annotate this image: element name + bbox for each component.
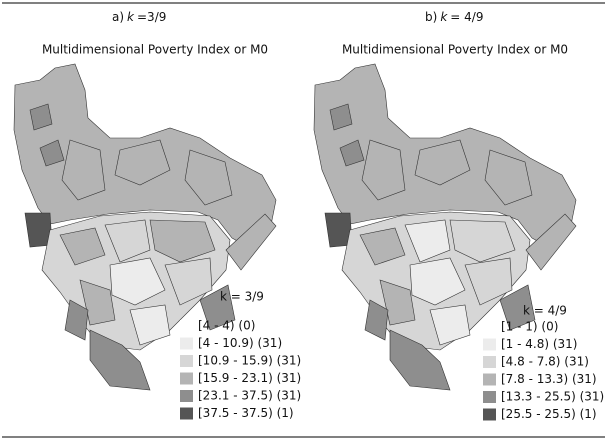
legend-label: [1 - 1) (0) — [501, 320, 558, 334]
map-region — [484, 149, 533, 206]
legend-swatch — [483, 338, 496, 351]
legend-title: k = 4/9 — [523, 304, 567, 318]
map-region — [499, 284, 536, 331]
legend-swatch — [180, 390, 193, 402]
map-region — [199, 284, 236, 331]
title-part: =3/9 — [137, 10, 166, 24]
map-region — [404, 219, 451, 263]
legend-swatch — [180, 372, 193, 385]
map — [313, 63, 577, 391]
panel-title: a) k =3/9 — [112, 10, 166, 24]
legend-label: [4.8 - 7.8) (31) — [501, 355, 589, 369]
map-region — [61, 139, 106, 201]
legend-label: [1 - 4.8) (31) — [501, 337, 578, 351]
legend-label: [25.5 - 25.5) (1) — [501, 407, 597, 421]
map-region — [414, 139, 471, 186]
map-region — [225, 213, 277, 271]
map-region — [59, 227, 106, 266]
title-part: b) — [425, 10, 437, 24]
map-region — [129, 304, 171, 346]
legend-swatch — [180, 337, 193, 350]
legend-label: [4 - 4) (0) — [198, 319, 255, 333]
panel-subtitle: Multidimensional Poverty Index or M0 — [42, 43, 268, 57]
legend-swatch — [483, 321, 496, 333]
map-region — [364, 299, 389, 341]
map-region — [329, 103, 353, 131]
legend-label: [13.3 - 25.5) (31) — [501, 390, 604, 404]
map-region — [361, 139, 406, 201]
map-region — [464, 257, 513, 306]
panel-title: b) k = 4/9 — [425, 10, 483, 24]
map-region — [389, 329, 451, 391]
map-region — [449, 219, 516, 263]
title-part: k — [127, 10, 135, 24]
map — [13, 63, 277, 391]
legend-label: [10.9 - 15.9) (31) — [198, 354, 301, 368]
legend-label: [23.1 - 37.5) (31) — [198, 389, 301, 403]
legend-swatch — [483, 391, 496, 403]
legend-swatch — [483, 356, 496, 368]
map-region — [184, 149, 233, 206]
map-region — [409, 257, 466, 306]
legend-label: [7.8 - 13.3) (31) — [501, 372, 597, 386]
legend-label: [15.9 - 23.1) (31) — [198, 371, 301, 385]
map-region — [64, 299, 89, 341]
map-region — [29, 103, 53, 131]
map-region — [104, 219, 151, 263]
title-part: a) — [112, 10, 124, 24]
map-region — [114, 139, 171, 186]
legend-swatch — [483, 373, 496, 386]
map-region — [149, 219, 216, 263]
legend-swatch — [483, 408, 496, 421]
map-region — [164, 257, 213, 306]
title-part: k — [440, 10, 448, 24]
map-region — [429, 304, 471, 346]
map-region — [339, 139, 365, 167]
legend-swatch — [180, 320, 193, 332]
map-region — [89, 329, 151, 391]
panel-subtitle: Multidimensional Poverty Index or M0 — [342, 43, 568, 57]
map-region — [109, 257, 166, 306]
map-region — [359, 227, 406, 266]
legend-label: [4 - 10.9) (31) — [198, 336, 282, 350]
title-part: = 4/9 — [450, 10, 483, 24]
legend-title: k = 3/9 — [220, 290, 264, 304]
legend-swatch — [180, 407, 193, 420]
map-region — [525, 213, 577, 271]
map-region — [39, 139, 65, 167]
legend-label: [37.5 - 37.5) (1) — [198, 406, 294, 420]
legend-swatch — [180, 355, 193, 367]
